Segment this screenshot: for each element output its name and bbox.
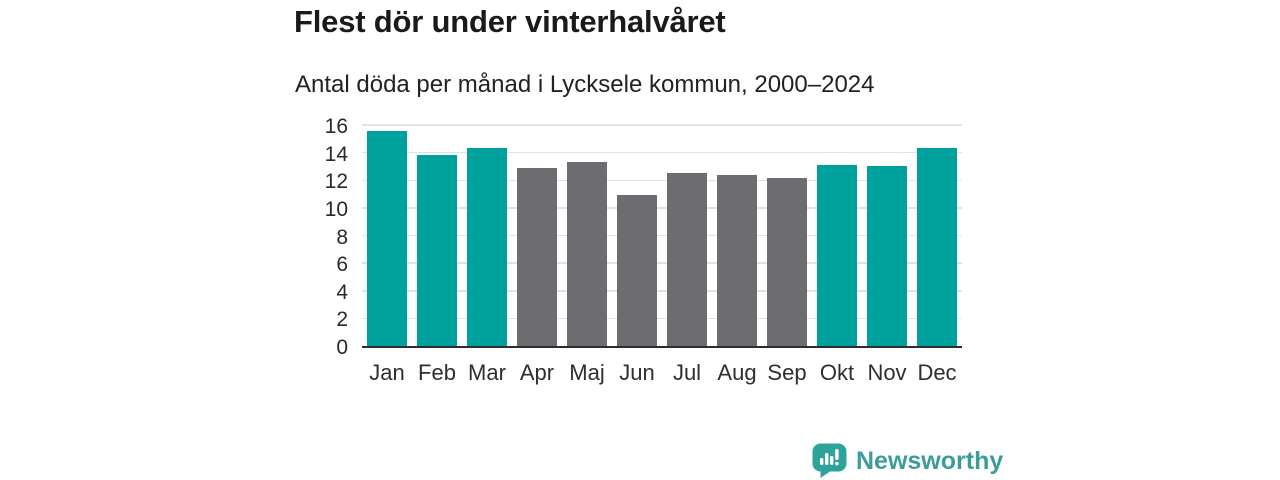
x-tick-label-dec: Dec [917, 360, 957, 385]
gridline-6 [362, 262, 962, 264]
chart-title: Flest dör under vinterhalvåret [294, 4, 726, 39]
gridline-12 [362, 179, 962, 181]
bar-apr [517, 167, 557, 346]
branding: Newsworthy [812, 443, 1003, 478]
bar-chart: 0 2 4 6 8 10 12 14 16 Jan Feb Mar Apr Maj Jun Jul Aug Se… [325, 115, 962, 385]
gridline-16 [362, 124, 962, 126]
x-tick-label-nov: Nov [867, 360, 907, 385]
x-tick-label-feb: Feb [418, 360, 456, 385]
chart-subtitle: Antal döda per månad i Lycksele kommun, … [295, 71, 875, 98]
y-tick-label-16: 16 [324, 115, 348, 138]
bar-jul [667, 173, 707, 346]
logo-bar-tall [825, 453, 829, 465]
y-tick-label-14: 14 [324, 142, 348, 166]
logo-bar-medium [830, 456, 834, 465]
y-tick-label-10: 10 [324, 197, 348, 221]
gridline-2 [362, 317, 962, 320]
y-tick-label-6: 6 [336, 253, 348, 277]
plot-area [362, 124, 962, 348]
gridline-8 [362, 234, 962, 237]
y-tick-label-12: 12 [324, 170, 348, 194]
logo-bar-small [820, 458, 824, 465]
bar-maj [567, 162, 607, 346]
x-axis: Jan Feb Mar Apr Maj Jun Jul Aug Sep Okt Nov Dec [362, 360, 962, 386]
bar-mar [467, 148, 507, 346]
bar-nov [867, 166, 907, 346]
y-tick-label-4: 4 [336, 280, 348, 304]
y-tick-label-0: 0 [336, 336, 348, 359]
x-tick-label-jan: Jan [369, 360, 405, 385]
bar-sep [767, 177, 807, 346]
x-tick-label-sep: Sep [767, 360, 807, 385]
gridline-14 [362, 151, 962, 154]
newsworthy-logo-text: Newsworthy [856, 446, 1004, 475]
bar-jan [367, 130, 407, 346]
x-tick-label-apr: Apr [519, 360, 555, 385]
x-tick-label-okt: Okt [819, 360, 855, 385]
bar-feb [417, 155, 457, 346]
x-tick-label-jul: Jul [672, 360, 702, 385]
x-tick-label-aug: Aug [717, 360, 757, 385]
bar-aug [717, 174, 757, 346]
x-tick-label-mar: Mar [468, 360, 506, 385]
y-tick-label-2: 2 [336, 308, 348, 332]
newsworthy-logo-icon [812, 443, 847, 478]
gridline-4 [362, 290, 962, 292]
x-tick-label-maj: Maj [569, 360, 605, 385]
gridline-10 [362, 207, 962, 209]
logo-exclamation-stroke [835, 449, 839, 460]
bar-dec [917, 148, 957, 346]
bar-jun [617, 195, 657, 346]
logo-exclamation-dot [835, 462, 839, 466]
bar-okt [817, 165, 857, 346]
y-tick-label-8: 8 [336, 225, 348, 249]
y-axis: 0 2 4 6 8 10 12 14 16 [288, 115, 348, 359]
x-tick-label-jun: Jun [619, 360, 655, 385]
